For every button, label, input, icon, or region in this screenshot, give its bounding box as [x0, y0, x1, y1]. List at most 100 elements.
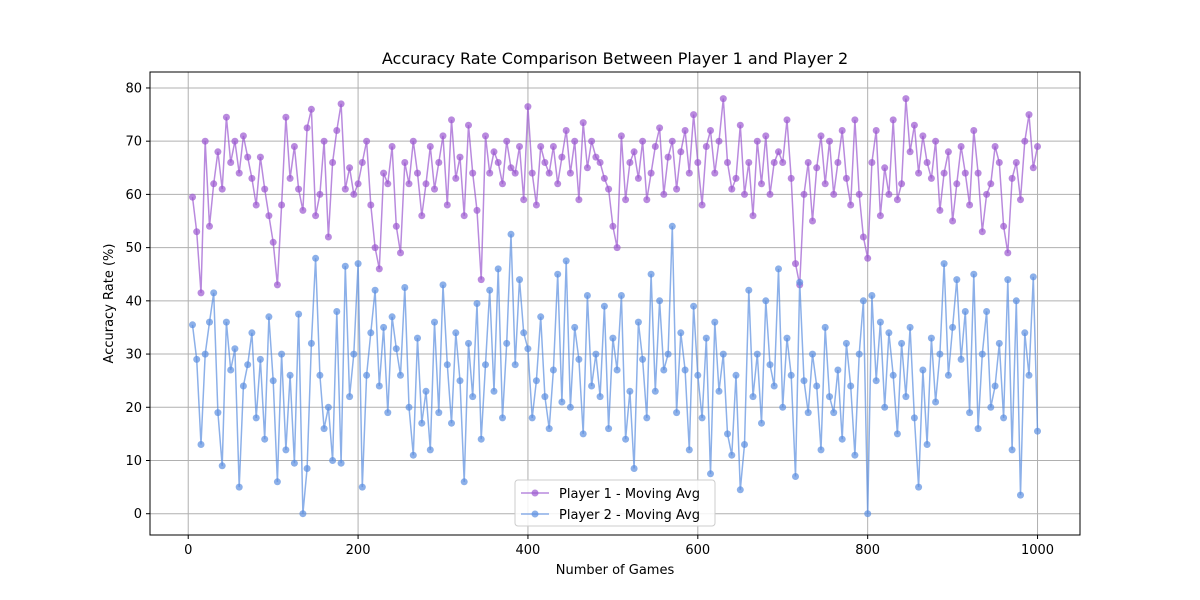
data-point	[528, 169, 536, 177]
data-point	[817, 132, 825, 140]
data-point	[792, 260, 799, 268]
data-point	[1012, 159, 1020, 166]
data-point	[647, 169, 655, 177]
data-point	[910, 414, 918, 422]
data-point	[796, 278, 804, 286]
data-point	[664, 153, 672, 161]
data-point	[435, 409, 443, 417]
data-point	[1029, 164, 1037, 172]
data-point	[919, 366, 927, 374]
data-point	[991, 143, 999, 150]
data-point	[949, 323, 957, 331]
data-point	[622, 435, 630, 443]
data-point	[783, 116, 791, 124]
data-point	[800, 190, 808, 198]
data-point	[507, 164, 515, 172]
data-point	[974, 169, 982, 177]
data-point	[282, 446, 290, 454]
data-point	[630, 148, 638, 156]
data-point	[363, 371, 371, 379]
legend-label-player-2: Player 2 - Moving Avg	[559, 508, 700, 523]
data-point	[1012, 297, 1020, 305]
data-point	[936, 350, 944, 358]
data-point	[724, 159, 731, 166]
data-point	[256, 355, 264, 363]
data-point	[265, 212, 273, 220]
data-point	[549, 143, 557, 150]
data-point	[647, 270, 655, 278]
data-point	[690, 302, 698, 310]
data-point	[1025, 111, 1033, 119]
data-point	[431, 185, 438, 193]
data-point	[966, 201, 974, 209]
data-point	[864, 510, 872, 518]
data-point	[719, 350, 727, 358]
data-point	[422, 180, 430, 188]
data-point	[847, 382, 855, 390]
data-point	[1000, 414, 1008, 422]
data-point	[944, 148, 952, 156]
data-point	[278, 201, 286, 209]
data-point	[248, 329, 256, 337]
data-point	[966, 409, 974, 417]
data-point	[261, 435, 269, 443]
data-point	[566, 403, 574, 411]
data-point	[290, 459, 298, 467]
data-point	[435, 159, 443, 166]
data-point	[953, 180, 961, 188]
data-point	[872, 377, 880, 385]
data-point	[329, 159, 337, 166]
data-point	[206, 318, 213, 326]
data-point	[770, 382, 778, 390]
data-point	[957, 143, 965, 150]
data-point	[766, 190, 774, 198]
data-point	[452, 174, 460, 182]
data-point	[193, 228, 201, 236]
data-point	[354, 260, 362, 268]
data-point	[605, 185, 613, 193]
y-tick-label: 60	[125, 188, 142, 203]
data-point	[919, 132, 927, 140]
data-point	[214, 148, 222, 156]
data-point	[418, 212, 426, 220]
data-point	[571, 137, 579, 145]
data-point	[613, 366, 621, 374]
data-point	[579, 430, 587, 438]
legend-label-player-1: Player 1 - Moving Avg	[559, 487, 700, 502]
data-point	[218, 462, 226, 470]
data-point	[583, 164, 591, 172]
series-1	[189, 95, 1041, 297]
data-point	[503, 339, 511, 347]
data-point	[736, 486, 744, 494]
data-point	[1004, 249, 1012, 257]
legend-box	[514, 479, 716, 527]
data-point	[779, 403, 787, 411]
y-tick-label: 40	[125, 294, 142, 309]
chart-title: Accuracy Rate Comparison Between Player …	[382, 49, 848, 68]
data-point	[826, 137, 833, 145]
data-point	[864, 254, 872, 262]
data-point	[906, 148, 914, 156]
data-point	[859, 233, 867, 241]
data-point	[337, 459, 345, 467]
y-tick-label: 80	[125, 81, 142, 96]
data-point	[732, 174, 740, 182]
data-point	[499, 414, 506, 422]
data-point	[494, 159, 502, 166]
data-point	[1004, 276, 1012, 284]
data-point	[664, 350, 672, 358]
data-point	[439, 132, 447, 140]
data-point	[239, 382, 247, 390]
y-tick-label: 50	[125, 241, 142, 256]
data-point	[575, 196, 583, 204]
data-point	[600, 302, 608, 310]
data-point	[316, 371, 324, 379]
x-tick-label: 800	[855, 543, 880, 558]
data-point	[872, 127, 880, 134]
data-point	[715, 137, 723, 145]
data-point	[388, 143, 396, 150]
data-point	[809, 350, 816, 358]
data-point	[414, 334, 421, 342]
data-point	[626, 387, 634, 395]
data-point	[354, 180, 362, 188]
